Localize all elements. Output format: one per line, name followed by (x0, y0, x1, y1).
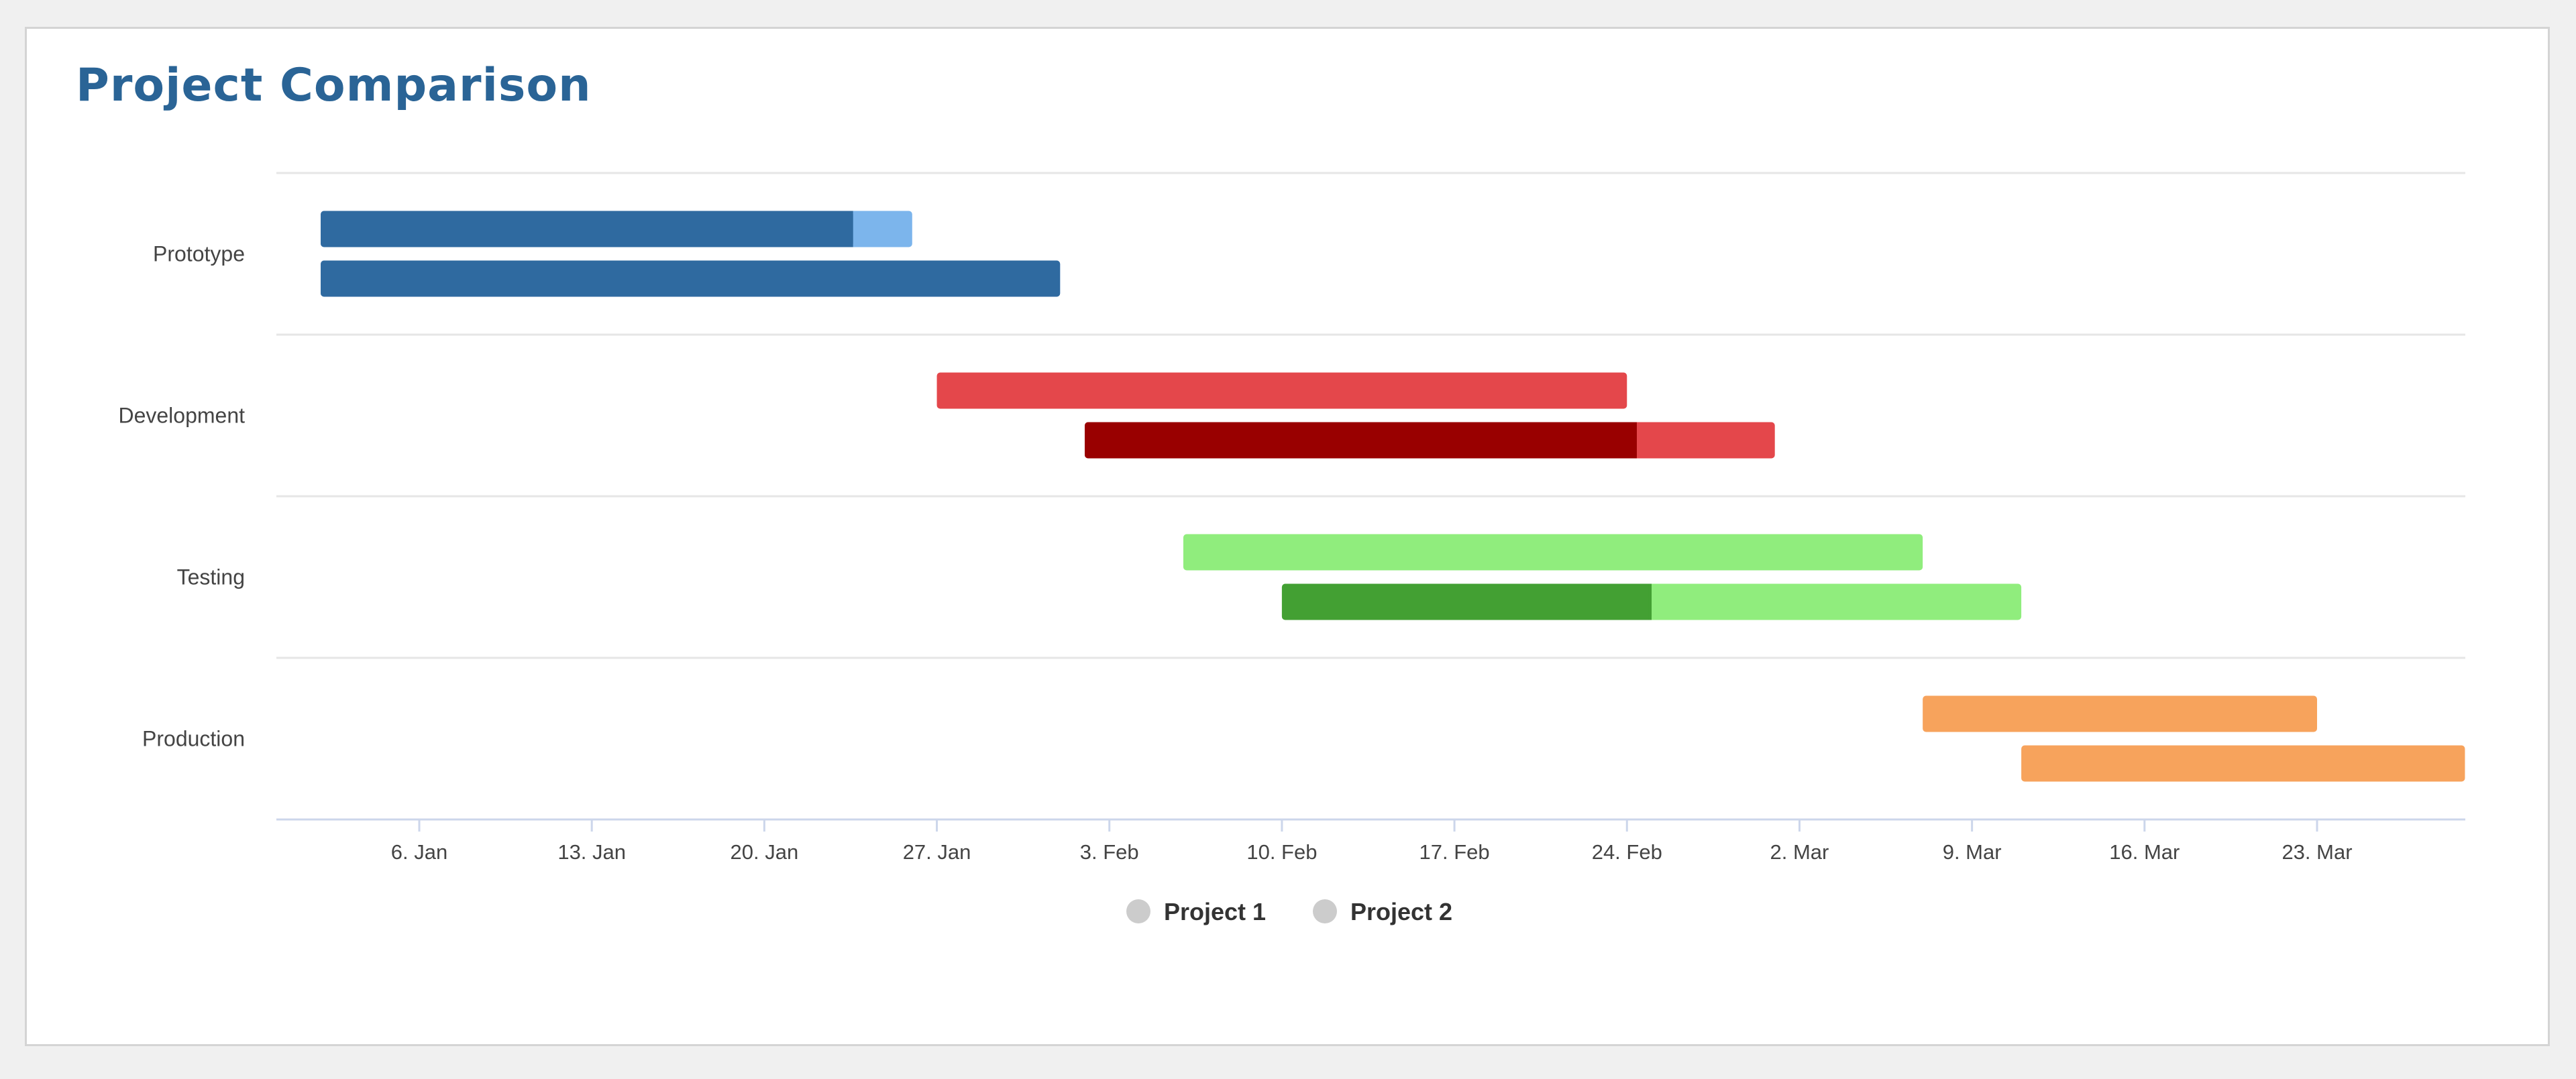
bar-development-project-2[interactable] (1084, 422, 1775, 459)
grid-lines (276, 172, 2465, 821)
category-label-prototype: Prototype (153, 242, 245, 266)
bar-prototype-project-1[interactable] (321, 211, 912, 247)
x-tick-label: 9. Mar (1943, 840, 2002, 864)
x-tick-label: 17. Feb (1419, 840, 1490, 864)
chart-title: Project Comparison (76, 59, 592, 112)
bar-production-project-1[interactable] (1923, 695, 2317, 732)
bar-testing-project-2-completed[interactable] (1281, 583, 1652, 620)
bar-development-project-1-background[interactable] (936, 372, 1627, 409)
category-labels: Prototype Development Testing Production (118, 242, 245, 751)
x-tick-label: 3. Feb (1080, 840, 1139, 864)
bar-production-project-2[interactable] (2021, 745, 2465, 782)
bar-development-project-2-completed[interactable] (1084, 422, 1637, 459)
legend-label[interactable]: Project 2 (1350, 898, 1452, 925)
legend-item-project-1[interactable]: Project 1 (1126, 898, 1266, 925)
bar-production-project-1-background[interactable] (1923, 695, 2317, 732)
bar-production-project-2-background[interactable] (2021, 745, 2465, 782)
bar-testing-project-2-completed-edge (1648, 583, 1652, 620)
bar-testing-project-1-background[interactable] (1183, 534, 1923, 571)
x-tick-label: 24. Feb (1592, 840, 1662, 864)
bar-testing-project-2[interactable] (1281, 583, 2022, 620)
legend-marker[interactable] (1126, 899, 1150, 923)
x-tick-label: 27. Jan (903, 840, 971, 864)
x-axis: 6. Jan 13. Jan 20. Jan 27. Jan 3. Feb 10. Feb… (391, 819, 2353, 864)
x-tick-label: 6. Jan (391, 840, 447, 864)
bar-prototype-project-2-completed[interactable] (321, 260, 1061, 297)
x-tick-label: 23. Mar (2282, 840, 2352, 864)
x-tick-label: 13. Jan (557, 840, 626, 864)
legend[interactable]: Project 1 Project 2 (1126, 898, 1452, 925)
legend-label[interactable]: Project 1 (1164, 898, 1266, 925)
task-bars (321, 211, 2465, 782)
bar-prototype-project-2[interactable] (321, 260, 1061, 297)
category-label-production: Production (142, 727, 245, 751)
legend-item-project-2[interactable]: Project 2 (1313, 898, 1452, 925)
legend-marker[interactable] (1313, 899, 1337, 923)
x-tick-label: 10. Feb (1246, 840, 1317, 864)
x-tick-label: 2. Mar (1770, 840, 1829, 864)
x-tick-label: 16. Mar (2109, 840, 2180, 864)
bar-prototype-project-1-completed-edge (849, 211, 853, 247)
bar-prototype-project-1-completed[interactable] (321, 211, 853, 247)
category-label-development: Development (118, 404, 245, 428)
bar-development-project-1[interactable] (936, 372, 1627, 409)
x-tick-label: 20. Jan (731, 840, 799, 864)
bar-testing-project-1[interactable] (1183, 534, 1923, 571)
bar-development-project-2-completed-edge (1633, 422, 1637, 459)
category-label-testing: Testing (177, 565, 245, 589)
